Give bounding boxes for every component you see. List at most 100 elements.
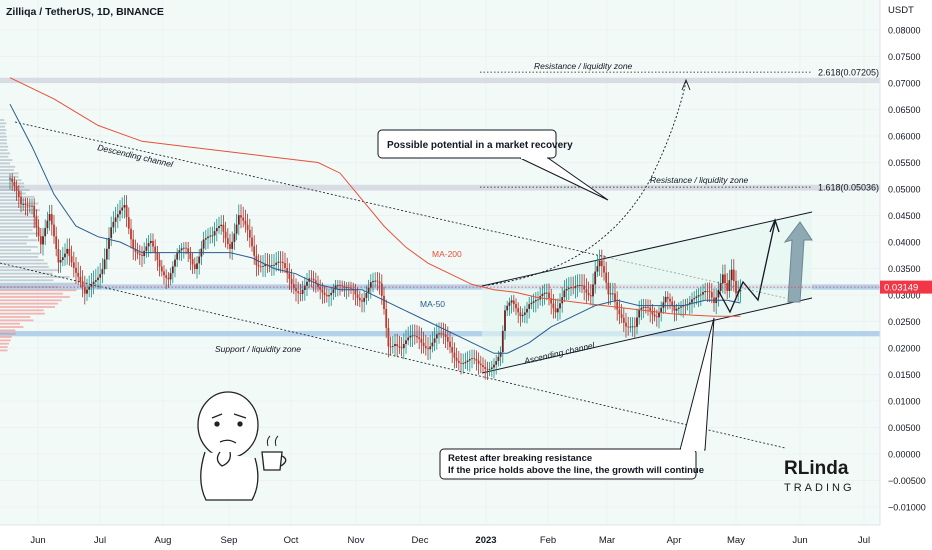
candle-body (332, 289, 335, 293)
volume-bar (0, 282, 77, 285)
candle-body (50, 214, 53, 225)
candle-body (303, 285, 306, 290)
candle-body (105, 248, 108, 260)
candle-body (317, 283, 319, 287)
x-axis-ticks: Jun Jul Aug Sep Oct Nov Dec 2023 Feb Mar Apr May Jun… (30, 535, 870, 546)
candle-body (633, 326, 636, 328)
candle-body (61, 257, 64, 261)
x-tick-label: Oct (284, 535, 299, 546)
candle-body (565, 288, 568, 291)
candle-body (510, 300, 513, 303)
candle-body (229, 244, 231, 249)
candle-body (209, 235, 212, 237)
candle-body (262, 266, 264, 267)
candle-body (530, 302, 533, 305)
candle-body (185, 247, 187, 249)
candle-body (499, 352, 502, 357)
candle-body (248, 229, 251, 238)
candle-body (409, 335, 412, 338)
candle-body (66, 248, 69, 254)
x-tick-label: Aug (155, 535, 172, 546)
projection-zigzag-arrowhead (769, 218, 780, 233)
candle-body (528, 304, 531, 309)
candle-body (618, 309, 621, 315)
y-tick-label: 0.05500 (888, 158, 921, 168)
candle-body (70, 256, 73, 263)
candle-body (48, 214, 51, 221)
candle-body (706, 291, 709, 292)
x-tick-label: Jul (858, 535, 870, 546)
candle-body (418, 337, 421, 339)
ma-line-ma-50 (9, 103, 741, 354)
candle-body (541, 293, 544, 297)
candle-body (594, 271, 597, 285)
chart-title: Zilliqa / TetherUS, 1D, BINANCE (6, 6, 164, 18)
x-tick-label: Jun (792, 535, 807, 546)
y-tick-label: 0.05000 (888, 185, 921, 195)
candle-body (644, 307, 647, 308)
candle-body (328, 295, 330, 297)
volume-bar (0, 249, 32, 252)
candle-body (251, 237, 253, 247)
candle-body (495, 361, 498, 365)
candle-body (180, 248, 183, 251)
candle-body (622, 317, 625, 323)
x-tick-label: Nov (348, 535, 365, 546)
candle-body (598, 260, 601, 267)
projection-dotted-arrowhead (681, 78, 691, 91)
candle-body (103, 259, 106, 270)
projection-arrows (0, 78, 880, 314)
volume-bar (0, 292, 63, 295)
candle-body (330, 292, 333, 296)
candle-body (666, 296, 669, 299)
candle-body (477, 360, 480, 364)
candle-body (391, 345, 394, 347)
candle-body (721, 274, 724, 284)
candle-body (585, 289, 588, 293)
volume-bar (0, 232, 38, 235)
candle-body (207, 236, 209, 239)
candle-body (341, 285, 344, 287)
candle-body (314, 280, 317, 284)
candle-body (717, 290, 720, 298)
volume-bar (0, 155, 9, 158)
candle-body (121, 207, 124, 211)
y-tick-label: 0.00500 (888, 423, 921, 433)
volume-bar (0, 235, 29, 238)
volume-bar (0, 209, 40, 212)
volume-bar (0, 322, 21, 325)
callout-potential-seam (521, 156, 547, 159)
y-tick-label: 0.02000 (888, 344, 921, 354)
candle-body (383, 295, 385, 310)
candle-body (233, 233, 236, 242)
volume-bar (0, 306, 56, 308)
candle-body (266, 264, 269, 266)
volume-bar (0, 296, 70, 298)
fib-level-label: 2.618(0.07205) (818, 68, 879, 78)
x-tick-label: Jun (30, 535, 45, 546)
volume-bar (0, 242, 27, 245)
current-price-tag[interactable]: 0.03149 (880, 280, 932, 294)
candle-body (101, 269, 104, 275)
character-hand (216, 451, 231, 467)
candle-body (708, 291, 711, 293)
y-tick-label: 0.03000 (888, 291, 921, 301)
candle-body (523, 312, 526, 315)
volume-bar (0, 255, 38, 258)
x-tick-label: 2023 (475, 535, 496, 546)
candle-body (264, 264, 267, 267)
candle-body (534, 300, 537, 302)
candle-body (402, 344, 405, 349)
candle-body (570, 287, 572, 289)
volume-bar (0, 319, 34, 322)
candle-body (53, 224, 55, 237)
candle-body (563, 290, 566, 298)
candle-body (583, 285, 586, 290)
candle-body (94, 280, 97, 282)
candle-body (550, 298, 553, 304)
volume-bar (0, 225, 39, 228)
volume-bar (0, 215, 40, 218)
candle-body (394, 344, 396, 346)
candle-body (178, 250, 181, 254)
